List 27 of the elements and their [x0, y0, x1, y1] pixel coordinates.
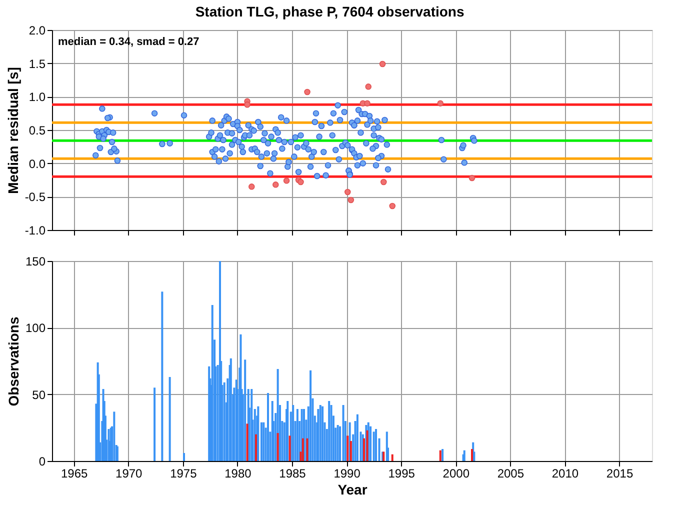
y-tick-label: 1.5: [28, 56, 46, 71]
y-tick-label: 0.0: [28, 156, 46, 171]
y-tick-label: -0.5: [24, 190, 46, 204]
x-tick-label: 1970: [116, 466, 143, 480]
y-axis-title: Median residual [s]: [4, 67, 21, 194]
y-tick-label: 150: [25, 254, 46, 268]
x-tick-label: 1990: [334, 466, 361, 480]
chart-title: Station TLG, phase P, 7604 observations: [195, 4, 464, 20]
y-tick-label: 0.5: [28, 124, 46, 138]
x-tick-label: 1995: [388, 466, 416, 480]
annotation: median = 0.34, smad = 0.27: [58, 36, 200, 48]
x-tick-label: 2005: [497, 466, 524, 480]
y-tick-label: 1.0: [28, 90, 46, 104]
y-tick-label: -1.0: [24, 224, 46, 238]
y-tick-label: 100: [25, 321, 46, 336]
y-tick-label: 0: [38, 454, 46, 468]
y-tick-label: 2.0: [28, 24, 46, 38]
x-axis-title: Year: [338, 482, 368, 498]
x-tick-label: 2000: [442, 466, 470, 480]
x-tick-label: 2015: [606, 466, 634, 480]
x-tick-label: 1985: [279, 466, 306, 480]
y-axis-title: Observations: [5, 316, 22, 406]
x-tick-label: 2010: [552, 466, 579, 480]
x-tick-label: 1965: [60, 466, 88, 480]
y-tick-label: 50: [32, 388, 46, 402]
x-tick-label: 1975: [170, 466, 198, 480]
x-tick-label: 1980: [224, 466, 252, 480]
